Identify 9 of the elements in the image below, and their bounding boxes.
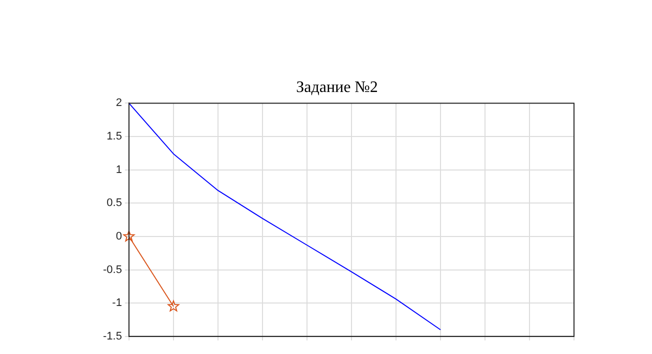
y-tick-label: -0.5: [102, 264, 122, 276]
y-tick-label: -1.5: [102, 330, 122, 342]
y-tick-label: 0.5: [106, 197, 122, 210]
y-tick-label: 2: [116, 97, 122, 110]
y-tick-label: 0: [116, 230, 122, 242]
y-tick-label: 1.5: [106, 130, 122, 143]
chart-title: Задание №2: [296, 78, 378, 96]
y-tick-label: 1: [116, 164, 122, 176]
y-tick-label: -1: [112, 297, 122, 310]
